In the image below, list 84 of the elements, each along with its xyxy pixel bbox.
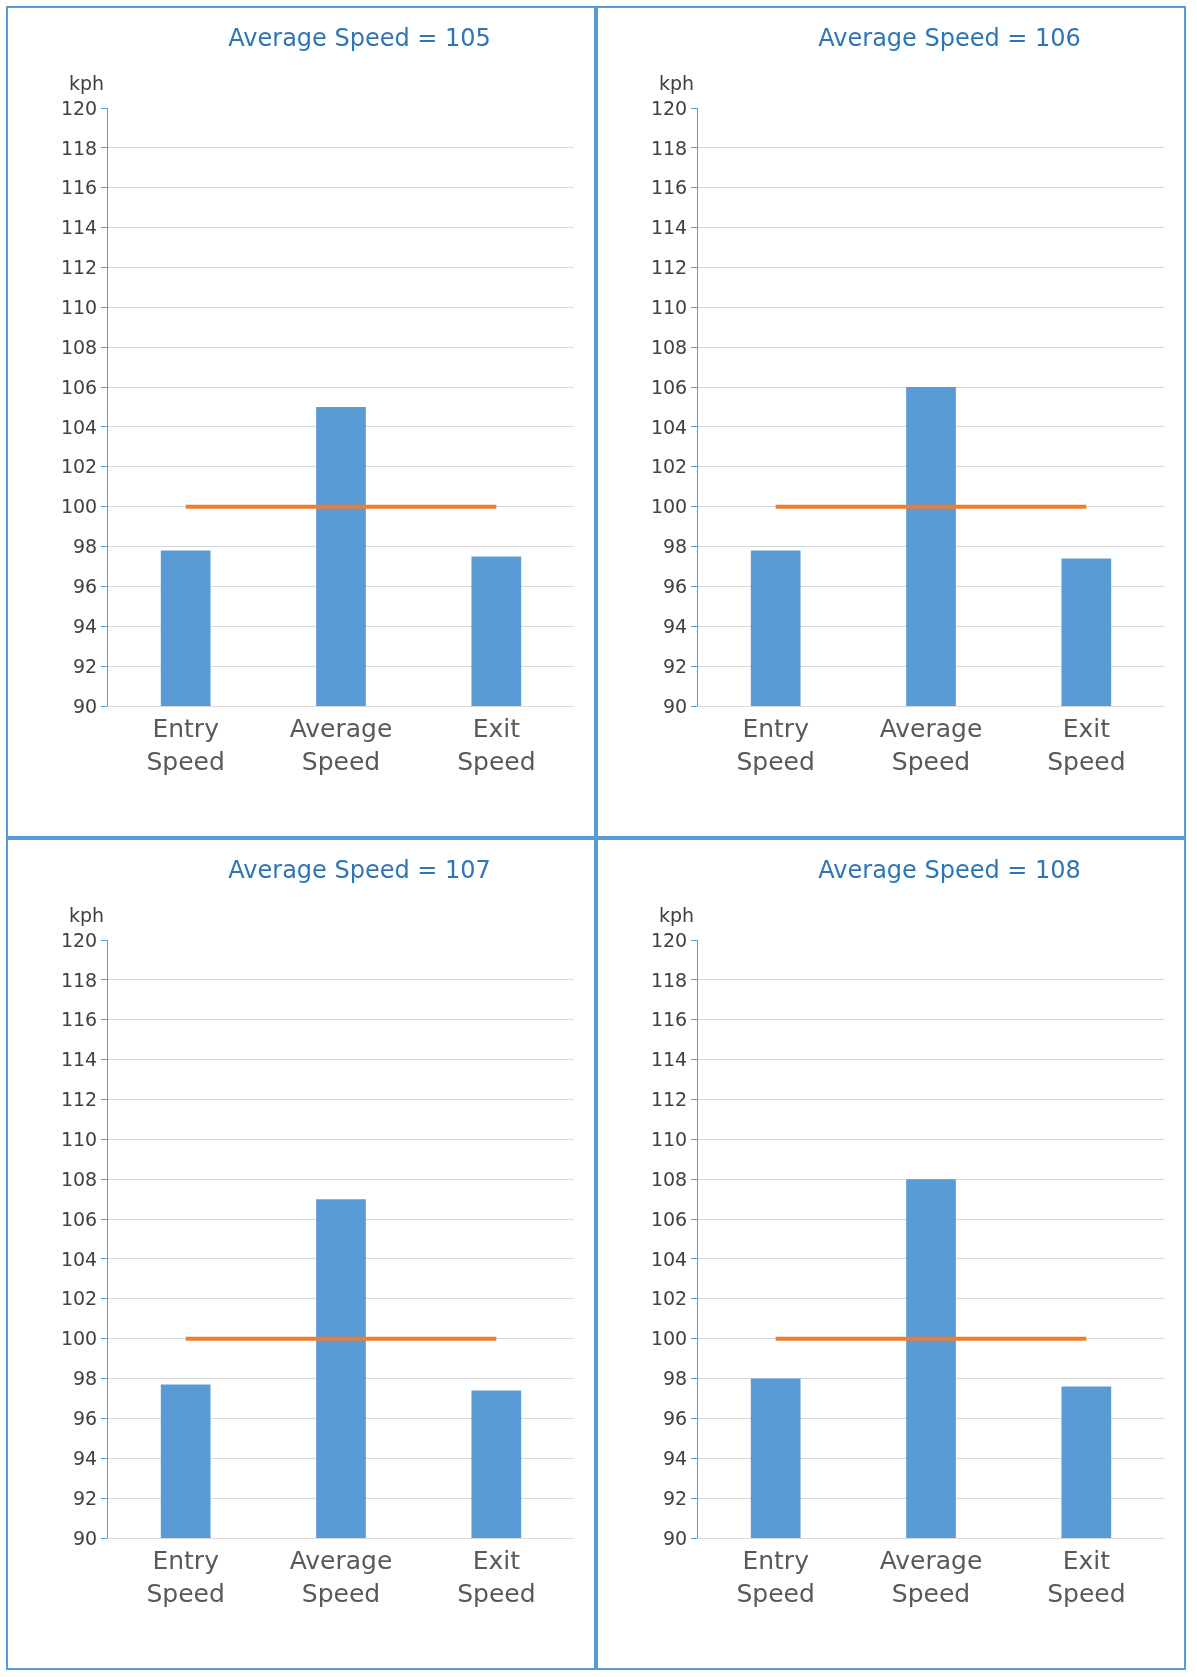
- y-tick-label: 100: [60, 1327, 98, 1350]
- y-tick-label: 108: [60, 1167, 98, 1190]
- y-tick-label: 92: [663, 1486, 688, 1509]
- y-tick-label: 106: [60, 1207, 98, 1230]
- y-tick-label: 104: [60, 415, 98, 438]
- y-tick-label: 114: [650, 216, 688, 239]
- chart-title: Average Speed = 108: [818, 855, 1081, 884]
- y-tick-label: 112: [60, 1088, 98, 1111]
- y-tick-label: 104: [60, 1247, 98, 1270]
- y-tick-label: 112: [60, 256, 98, 279]
- y-tick-label: 118: [60, 968, 98, 991]
- y-tick-label: 98: [73, 1367, 98, 1390]
- y-tick-label: 108: [60, 335, 98, 358]
- y-tick-label: 94: [73, 614, 98, 637]
- y-tick-label: 116: [60, 176, 98, 199]
- y-tick-label: 114: [60, 216, 98, 239]
- y-tick-label: 92: [663, 654, 688, 677]
- y-tick-label: 104: [650, 415, 688, 438]
- y-tick-label: 104: [650, 1247, 688, 1270]
- y-tick-label: 108: [650, 1167, 688, 1190]
- chart-title: Average Speed = 107: [228, 855, 491, 884]
- y-tick-label: 100: [650, 495, 688, 518]
- x-tick-label: Entry Speed: [736, 714, 815, 776]
- x-tick-label: Average Speed: [289, 714, 393, 776]
- x-tick-label: Exit Speed: [1047, 714, 1126, 776]
- y-tick-label: 94: [663, 614, 688, 637]
- y-tick-label: 120: [650, 928, 688, 951]
- y-tick-label: 108: [650, 335, 688, 358]
- y-tick-label: 98: [663, 1367, 688, 1390]
- y-tick-label: 116: [60, 1008, 98, 1031]
- y-axis-title: kph: [659, 72, 695, 94]
- y-tick-label: 112: [650, 1088, 688, 1111]
- y-tick-label: 90: [663, 1526, 688, 1549]
- y-tick-label: 118: [60, 136, 98, 159]
- y-tick-label: 106: [650, 375, 688, 398]
- y-tick-label: 102: [60, 455, 98, 478]
- y-tick-label: 102: [60, 1287, 98, 1310]
- y-tick-label: 90: [663, 694, 688, 717]
- y-tick-label: 118: [650, 136, 688, 159]
- y-tick-label: 96: [663, 1407, 688, 1430]
- y-axis-title: kph: [69, 904, 105, 926]
- y-tick-label: 110: [650, 295, 688, 318]
- y-tick-label: 100: [60, 495, 98, 518]
- y-tick-label: 120: [60, 96, 98, 119]
- x-tick-label: Exit Speed: [457, 1546, 536, 1608]
- y-tick-label: 120: [650, 96, 688, 119]
- y-axis-title: kph: [659, 904, 695, 926]
- y-tick-label: 94: [663, 1446, 688, 1469]
- y-tick-label: 90: [73, 694, 98, 717]
- y-tick-label: 110: [60, 295, 98, 318]
- y-tick-label: 116: [650, 176, 688, 199]
- y-tick-label: 114: [650, 1048, 688, 1071]
- y-tick-label: 102: [650, 455, 688, 478]
- x-tick-label: Entry Speed: [146, 1546, 225, 1608]
- y-tick-label: 112: [650, 256, 688, 279]
- y-tick-label: 114: [60, 1048, 98, 1071]
- x-tick-label: Entry Speed: [736, 1546, 815, 1608]
- y-tick-label: 100: [650, 1327, 688, 1350]
- y-tick-label: 90: [73, 1526, 98, 1549]
- y-tick-label: 120: [60, 928, 98, 951]
- chart-title: Average Speed = 106: [818, 23, 1081, 52]
- x-tick-label: Entry Speed: [146, 714, 225, 776]
- y-tick-label: 106: [650, 1207, 688, 1230]
- y-tick-label: 116: [650, 1008, 688, 1031]
- x-tick-label: Exit Speed: [457, 714, 536, 776]
- y-tick-label: 92: [73, 654, 98, 677]
- x-tick-label: Average Speed: [879, 1546, 983, 1608]
- chart-title: Average Speed = 105: [228, 23, 491, 52]
- y-tick-label: 98: [663, 535, 688, 558]
- y-tick-label: 94: [73, 1446, 98, 1469]
- y-tick-label: 96: [73, 575, 98, 598]
- y-tick-label: 92: [73, 1486, 98, 1509]
- y-tick-label: 96: [663, 575, 688, 598]
- y-axis-title: kph: [69, 72, 105, 94]
- y-tick-label: 96: [73, 1407, 98, 1430]
- y-tick-label: 98: [73, 535, 98, 558]
- x-tick-label: Average Speed: [879, 714, 983, 776]
- y-tick-label: 102: [650, 1287, 688, 1310]
- y-tick-label: 110: [650, 1127, 688, 1150]
- x-tick-label: Average Speed: [289, 1546, 393, 1608]
- y-tick-label: 118: [650, 968, 688, 991]
- y-tick-label: 106: [60, 375, 98, 398]
- y-tick-label: 110: [60, 1127, 98, 1150]
- x-tick-label: Exit Speed: [1047, 1546, 1126, 1608]
